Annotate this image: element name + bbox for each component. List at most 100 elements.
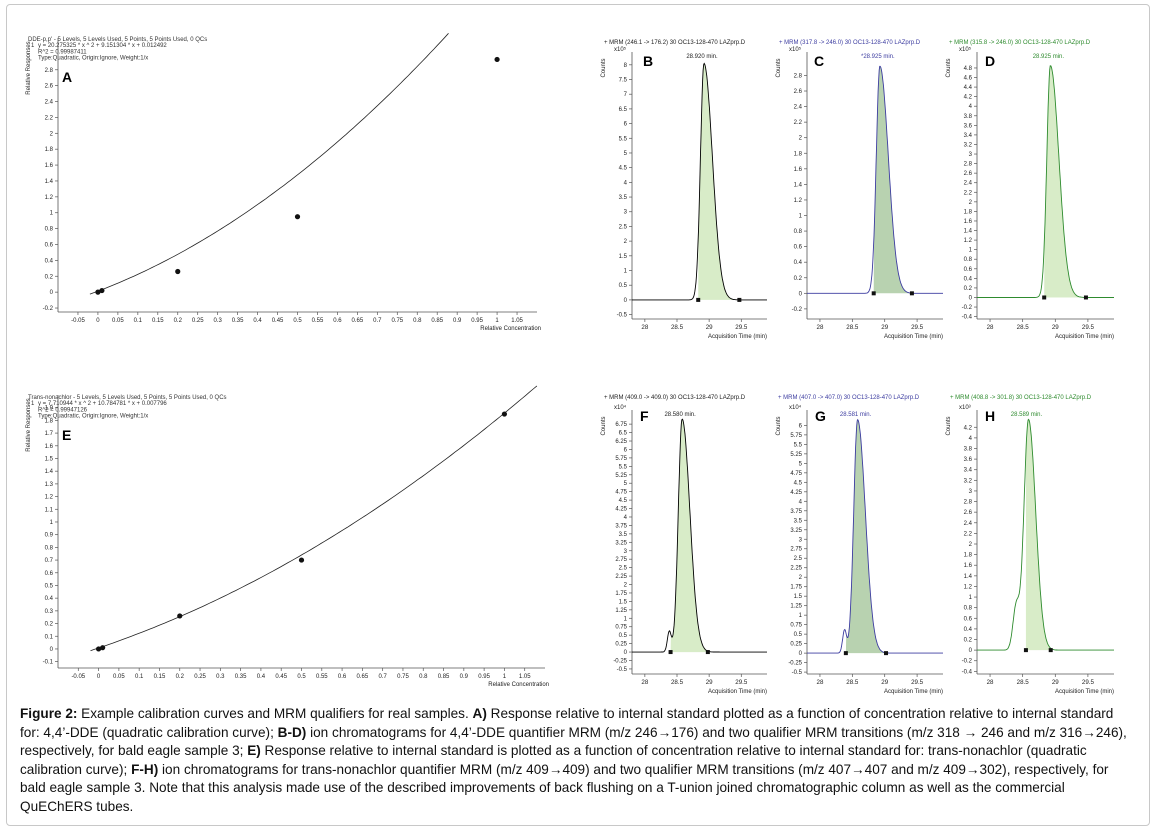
y-axis-label: Relative Responses: [26, 41, 32, 94]
caption-text: Response relative to internal standard i…: [20, 743, 1087, 777]
y-tick-label: 2.8: [794, 73, 803, 79]
x-tick-label: 28.5: [846, 324, 859, 331]
y-tick-label: 2: [624, 583, 628, 589]
y-tick-label: -0.4: [962, 669, 973, 675]
x-tick-label: 28: [641, 679, 648, 686]
y-tick-label: 1.5: [45, 456, 54, 462]
y-tick-label: 4.2: [964, 425, 973, 431]
y-tick-label: 5.5: [619, 464, 628, 470]
y-tick-label: 3.5: [619, 532, 628, 538]
y-tick-label: -0.25: [788, 661, 802, 667]
y-tick-label: 0.4: [45, 258, 54, 264]
x-tick-label: 0.85: [438, 674, 450, 680]
y-tick-label: 6.25: [615, 439, 627, 445]
x-tick-label: 1: [495, 318, 499, 324]
chromatogram-trace: [977, 65, 1114, 298]
x-tick-label: 0.35: [235, 674, 247, 680]
y-tick-label: -0.2: [962, 659, 973, 665]
x-tick-label: 28.5: [671, 679, 684, 686]
y-tick-label: 1.6: [964, 563, 973, 569]
caption-bold-label: Figure 2:: [20, 706, 78, 721]
peak-time-label: *28.925 min.: [861, 54, 895, 60]
y-tick-label: 2: [50, 131, 54, 137]
y-axis-label: Counts: [601, 58, 607, 77]
y-tick-label: 3.5: [794, 518, 803, 524]
chromatogram-panel-d: + MRM (315.8 -> 246.0) 30 OC13-128-470 L…: [946, 40, 1114, 340]
x-tick-label: 0.25: [194, 674, 206, 680]
x-tick-label: 0.15: [152, 318, 164, 324]
x-tick-label: 0.45: [275, 674, 287, 680]
x-tick-label: 28.5: [671, 324, 684, 331]
chromatogram-panel-b: + MRM (246.1 -> 176.2) 30 OC13-128-470 L…: [601, 40, 767, 340]
y-tick-label: 6.75: [615, 422, 627, 428]
peak-area: [670, 419, 708, 653]
y-tick-label: 1.4: [964, 574, 973, 580]
x-tick-label: 0.7: [373, 318, 382, 324]
chromatogram-panel-f: + MRM (409.0 -> 409.0) 30 OC13-128-470 L…: [601, 395, 767, 695]
peak-time-label: 28.589 min.: [1011, 412, 1043, 418]
y-tick-label: 0.6: [964, 616, 973, 622]
chromatogram-exponent: x10⁵: [789, 46, 802, 53]
y-tick-label: 1.1: [45, 507, 54, 513]
x-tick-label: 29: [1052, 324, 1059, 331]
y-tick-label: 5.25: [790, 452, 802, 458]
y-tick-label: -0.5: [617, 313, 628, 319]
x-tick-label: 0.4: [257, 674, 266, 680]
integration-marker: [1023, 648, 1028, 653]
y-tick-label: -0.25: [613, 658, 627, 664]
chromatogram-exponent: x10⁴: [614, 404, 627, 411]
y-tick-label: 0.75: [790, 623, 802, 629]
calibration-header-line: Trans-nonachlor - 5 Levels, 5 Levels Use…: [28, 395, 227, 401]
y-tick-label: 1.2: [45, 195, 54, 201]
y-tick-label: 5.5: [619, 136, 628, 142]
y-tick-label: 3.8: [964, 446, 973, 452]
x-tick-label: 1: [503, 674, 507, 680]
y-tick-label: 6: [624, 447, 628, 453]
y-axis-label: Counts: [601, 416, 607, 435]
x-tick-label: 0.65: [357, 674, 369, 680]
y-tick-label: 0.2: [45, 622, 54, 628]
y-tick-label: 0.2: [794, 276, 803, 282]
y-tick-label: 1: [50, 211, 54, 217]
y-tick-label: 4.75: [790, 471, 802, 477]
y-tick-label: 0.4: [45, 596, 54, 602]
panel-letter: E: [62, 427, 71, 443]
peak-area: [873, 66, 912, 294]
integration-marker: [737, 297, 742, 302]
y-tick-label: 0.6: [964, 267, 973, 273]
panel-letter: F: [640, 408, 649, 424]
y-tick-label: 2.25: [615, 574, 627, 580]
y-tick-label: 1.4: [964, 229, 973, 235]
y-tick-label: 4.75: [615, 490, 627, 496]
x-tick-label: 0.95: [478, 674, 490, 680]
y-tick-label: 0.3: [45, 609, 54, 615]
caption-text: Response relative to internal standard p…: [20, 706, 1114, 740]
x-tick-label: 0.55: [312, 318, 324, 324]
y-tick-label: 0.6: [45, 242, 54, 248]
chromatogram-trace: [807, 418, 943, 654]
x-tick-label: 1.05: [511, 318, 523, 324]
x-tick-label: 0.6: [338, 674, 347, 680]
integration-marker: [705, 650, 710, 655]
integration-marker: [884, 651, 889, 656]
calibration-curve: [89, 33, 449, 295]
figure-graphics: DDE-p,p' - 5 Levels, 5 Levels Used, 5 Po…: [26, 33, 1114, 695]
x-tick-label: 0.8: [413, 318, 422, 324]
chromatogram-title: + MRM (315.8 -> 246.0) 30 OC13-128-470 L…: [949, 40, 1091, 46]
y-tick-label: 3.75: [615, 523, 627, 529]
y-tick-label: 4: [969, 436, 973, 442]
y-tick-label: 0.8: [45, 227, 54, 233]
chromatogram-trace: [632, 418, 767, 653]
x-tick-label: 28.5: [846, 679, 859, 686]
chromatogram-title: + MRM (409.0 -> 409.0) 30 OC13-128-470 L…: [604, 395, 746, 401]
panel-letter: A: [62, 69, 72, 85]
x-tick-label: 28: [987, 679, 994, 686]
y-tick-label: 2.8: [964, 500, 973, 506]
x-tick-label: 0.4: [253, 318, 262, 324]
y-tick-label: 1.8: [794, 151, 803, 157]
y-tick-label: -0.4: [962, 315, 973, 321]
x-tick-label: 28.5: [1017, 679, 1030, 686]
calibration-header-line: Type:Quadratic, Origin:Ignore, Weight:1/…: [38, 414, 148, 420]
y-tick-label: 1: [624, 269, 628, 275]
y-tick-label: 0.8: [964, 606, 973, 612]
